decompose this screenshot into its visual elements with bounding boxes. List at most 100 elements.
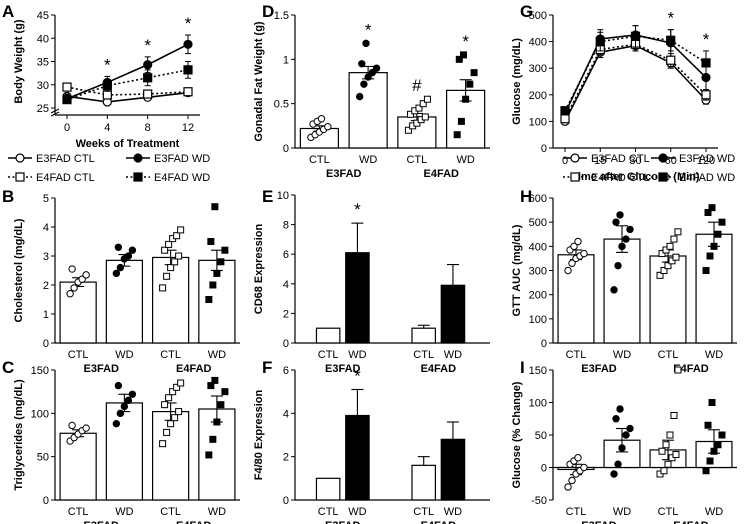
bar — [440, 284, 466, 344]
data-point — [708, 204, 716, 212]
group-label: E3FAD — [325, 363, 361, 375]
data-point — [574, 237, 582, 246]
y-tick-label: 0 — [283, 143, 289, 155]
data-marker — [143, 60, 153, 70]
x-tick-label: CTL — [160, 349, 181, 361]
legend-entry: E4FAD CTL — [8, 172, 95, 184]
y-tick-label: 100 — [529, 314, 547, 326]
data-point — [570, 242, 578, 251]
x-tick-label: CTL — [413, 349, 434, 361]
data-point — [205, 296, 213, 303]
data-point — [626, 424, 634, 433]
data-marker — [560, 114, 570, 124]
group-label: E4FAD — [421, 520, 457, 524]
data-point — [213, 418, 221, 426]
y-tick-label: 300 — [529, 266, 547, 278]
data-marker — [658, 153, 668, 163]
y-tick-label: 2 — [283, 452, 289, 464]
x-tick-label: CTL — [658, 506, 679, 518]
data-point — [167, 264, 175, 272]
data-point — [564, 266, 572, 275]
data-point — [114, 381, 123, 390]
data-point — [207, 238, 215, 245]
bar — [695, 233, 733, 344]
data-point — [708, 399, 716, 406]
series-line — [66, 69, 189, 101]
y-tick-label: 0 — [541, 143, 547, 155]
group-label: E4FAD — [673, 363, 709, 375]
y-tick-label: 400 — [529, 37, 547, 49]
panel-letter-e: E — [262, 187, 273, 206]
data-point — [660, 267, 668, 274]
data-marker — [15, 153, 25, 163]
data-marker — [102, 90, 112, 100]
data-point — [116, 409, 125, 418]
x-tick-label: 30 — [629, 155, 641, 167]
legend-entry: E3FAD WD — [651, 153, 735, 165]
x-tick-label: WD — [444, 506, 462, 518]
data-point — [163, 272, 171, 280]
y-tick-label: 8 — [283, 220, 289, 232]
x-tick-label: 0 — [64, 122, 70, 134]
y-tick-label: 1.5 — [274, 10, 289, 22]
group-label: E4FAD — [176, 520, 212, 524]
data-point — [612, 218, 620, 226]
significance-marker: # — [412, 76, 422, 95]
data-point — [177, 226, 185, 234]
data-marker — [666, 55, 676, 65]
y-tick-label: 1 — [43, 309, 49, 321]
x-tick-label: CTL — [68, 349, 89, 361]
y-tick-label: 0 — [283, 495, 289, 507]
x-tick-label: WD — [348, 349, 366, 361]
data-point — [460, 51, 468, 59]
data-point — [82, 424, 90, 432]
data-point — [209, 281, 217, 289]
significance-marker: * — [144, 36, 151, 55]
panel-letter-f: F — [262, 358, 272, 377]
panel-letter-h: H — [520, 187, 532, 206]
group-label: E3FAD — [325, 520, 361, 524]
data-point — [173, 383, 181, 391]
y-tick-label: 2 — [283, 308, 289, 320]
data-point — [175, 252, 183, 260]
data-point — [324, 123, 332, 131]
data-point — [175, 408, 183, 416]
data-point — [362, 39, 370, 48]
significance-marker: * — [365, 20, 372, 39]
data-point — [368, 68, 377, 77]
legend-label: E3FAD WD — [154, 153, 210, 165]
bar — [411, 464, 436, 501]
panel-letter-b: B — [2, 187, 14, 206]
data-point — [656, 271, 664, 279]
data-point — [714, 441, 722, 449]
data-point — [457, 117, 465, 125]
data-marker — [102, 81, 112, 91]
x-tick-label: 15 — [594, 155, 606, 167]
data-point — [672, 451, 680, 458]
data-point — [70, 284, 78, 292]
bar — [345, 414, 370, 501]
legend-label: E3FAD CTL — [36, 153, 95, 165]
data-point — [128, 246, 137, 254]
data-point — [564, 483, 572, 491]
data-point — [177, 379, 185, 387]
x-tick-label: 8 — [145, 122, 151, 134]
data-point — [66, 290, 74, 298]
bar — [315, 327, 341, 344]
data-point — [622, 431, 630, 439]
data-point — [169, 388, 177, 396]
data-point — [710, 242, 718, 250]
legend-label: E3FAD WD — [679, 153, 735, 165]
y-tick-label: 4 — [283, 279, 289, 291]
y-tick-label: 35 — [37, 57, 49, 69]
series-line — [66, 43, 189, 100]
data-point — [660, 467, 668, 475]
data-point — [706, 457, 714, 465]
group-label: E3FAD — [84, 520, 120, 524]
data-point — [116, 263, 125, 272]
y-tick-label: 4 — [43, 222, 49, 234]
data-point — [407, 110, 415, 118]
legend-entry: E3FAD CTL — [8, 153, 95, 165]
y-tick-label: 10 — [277, 190, 289, 202]
